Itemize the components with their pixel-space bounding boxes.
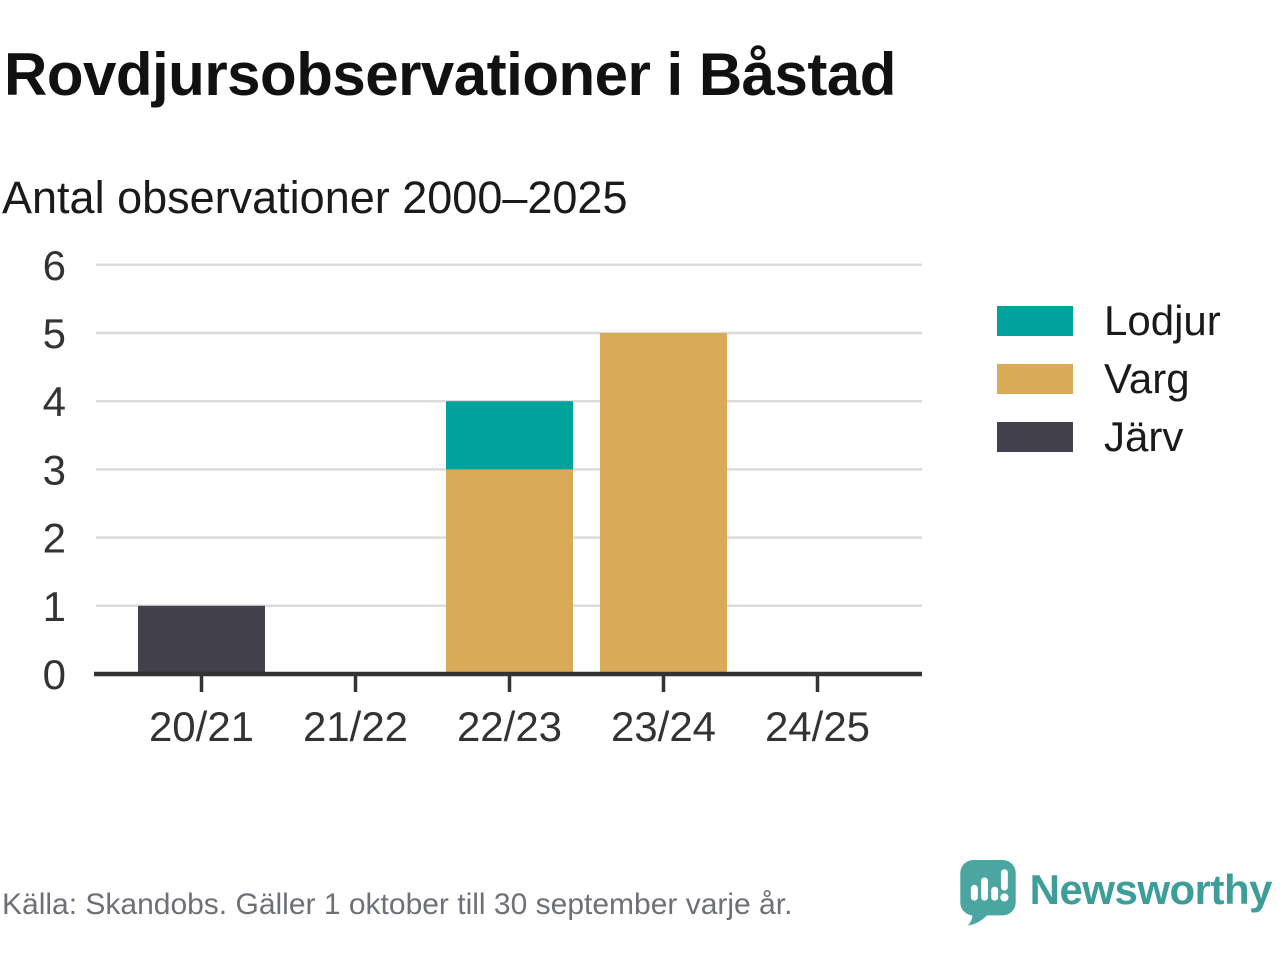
legend-item-varg: Varg xyxy=(997,355,1221,402)
legend-label-varg: Varg xyxy=(1104,355,1190,402)
newsworthy-wordmark: Newsworthy xyxy=(1029,866,1273,913)
x-axis-tick-label: 22/23 xyxy=(457,703,562,750)
source-note: Källa: Skandobs. Gäller 1 oktober till 3… xyxy=(2,888,793,921)
y-axis-tick-label: 1 xyxy=(43,583,66,630)
y-axis-tick-label: 6 xyxy=(43,242,66,289)
x-axis-tick-label: 23/24 xyxy=(611,703,716,750)
x-axis-tick-label: 24/25 xyxy=(765,703,870,750)
legend: Lodjur Varg Järv xyxy=(997,297,1221,460)
y-axis-tick-label: 3 xyxy=(43,446,66,493)
bar-segment-lodjur-22-23 xyxy=(446,401,573,470)
y-axis-tick-label: 0 xyxy=(43,651,66,698)
x-axis-tick-label: 20/21 xyxy=(149,703,254,750)
bar-segment-järv-20-21 xyxy=(138,605,265,674)
bar-segment-varg-22-23 xyxy=(446,469,573,674)
bar-segment-varg-23-24 xyxy=(600,333,727,674)
y-axis-tick-label: 2 xyxy=(43,515,66,562)
legend-item-lodjur: Lodjur xyxy=(997,297,1221,344)
chart-subtitle: Antal observationer 2000–2025 xyxy=(2,172,628,223)
legend-label-jarv: Järv xyxy=(1104,413,1184,460)
y-axis-tick-label: 5 xyxy=(43,310,66,357)
legend-swatch-jarv xyxy=(997,422,1073,452)
newsworthy-logo-icon xyxy=(959,860,1016,926)
legend-swatch-varg xyxy=(997,364,1073,394)
legend-label-lodjur: Lodjur xyxy=(1104,297,1221,344)
legend-item-jarv: Järv xyxy=(997,413,1221,460)
chart-title: Rovdjursobservationer i Båstad xyxy=(4,41,896,108)
newsworthy-branding: Newsworthy xyxy=(959,860,1273,932)
legend-swatch-lodjur xyxy=(997,306,1073,336)
y-axis-tick-label: 4 xyxy=(43,378,66,425)
x-axis-tick-label: 21/22 xyxy=(303,703,408,750)
